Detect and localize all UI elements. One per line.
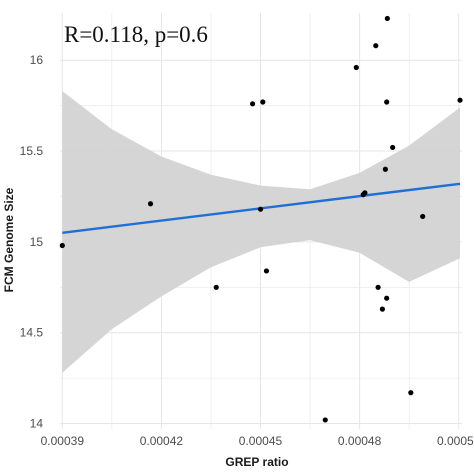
data-point — [382, 166, 388, 172]
confidence-band-layer — [62, 91, 461, 373]
data-point — [147, 201, 154, 207]
data-point — [420, 213, 426, 220]
data-point — [390, 144, 396, 151]
data-point — [379, 306, 385, 312]
data-point — [322, 417, 328, 423]
data-point — [384, 15, 390, 22]
data-point — [384, 295, 390, 301]
data-point — [263, 268, 270, 274]
data-point — [408, 390, 414, 396]
data-point — [213, 284, 219, 290]
x-tick-label: 0.00048 — [338, 434, 382, 448]
confidence-band — [62, 91, 461, 373]
data-point — [59, 242, 65, 249]
data-point — [373, 43, 379, 49]
data-point — [362, 190, 368, 196]
x-tick-label: 0.00045 — [239, 434, 283, 448]
y-tick-label: 15.5 — [20, 144, 44, 158]
x-axis-title: GREP ratio — [225, 455, 288, 469]
y-tick-label: 14.5 — [20, 326, 44, 340]
data-point — [457, 97, 463, 103]
y-tick-label: 14 — [30, 417, 44, 431]
data-point — [249, 101, 256, 107]
data-point — [257, 206, 264, 212]
x-tick-label: 0.00039 — [41, 434, 85, 448]
x-tick-label: 0.00042 — [140, 434, 184, 448]
y-tick-label: 16 — [30, 53, 44, 67]
y-axis-title: FCM Genome Size — [2, 187, 16, 292]
data-point — [375, 284, 381, 290]
data-point — [353, 64, 359, 71]
y-tick-label: 15 — [30, 235, 44, 249]
points-layer — [59, 15, 463, 423]
correlation-annotation: R=0.118, p=0.6 — [64, 22, 208, 47]
data-point — [260, 99, 266, 105]
data-point — [384, 99, 390, 105]
